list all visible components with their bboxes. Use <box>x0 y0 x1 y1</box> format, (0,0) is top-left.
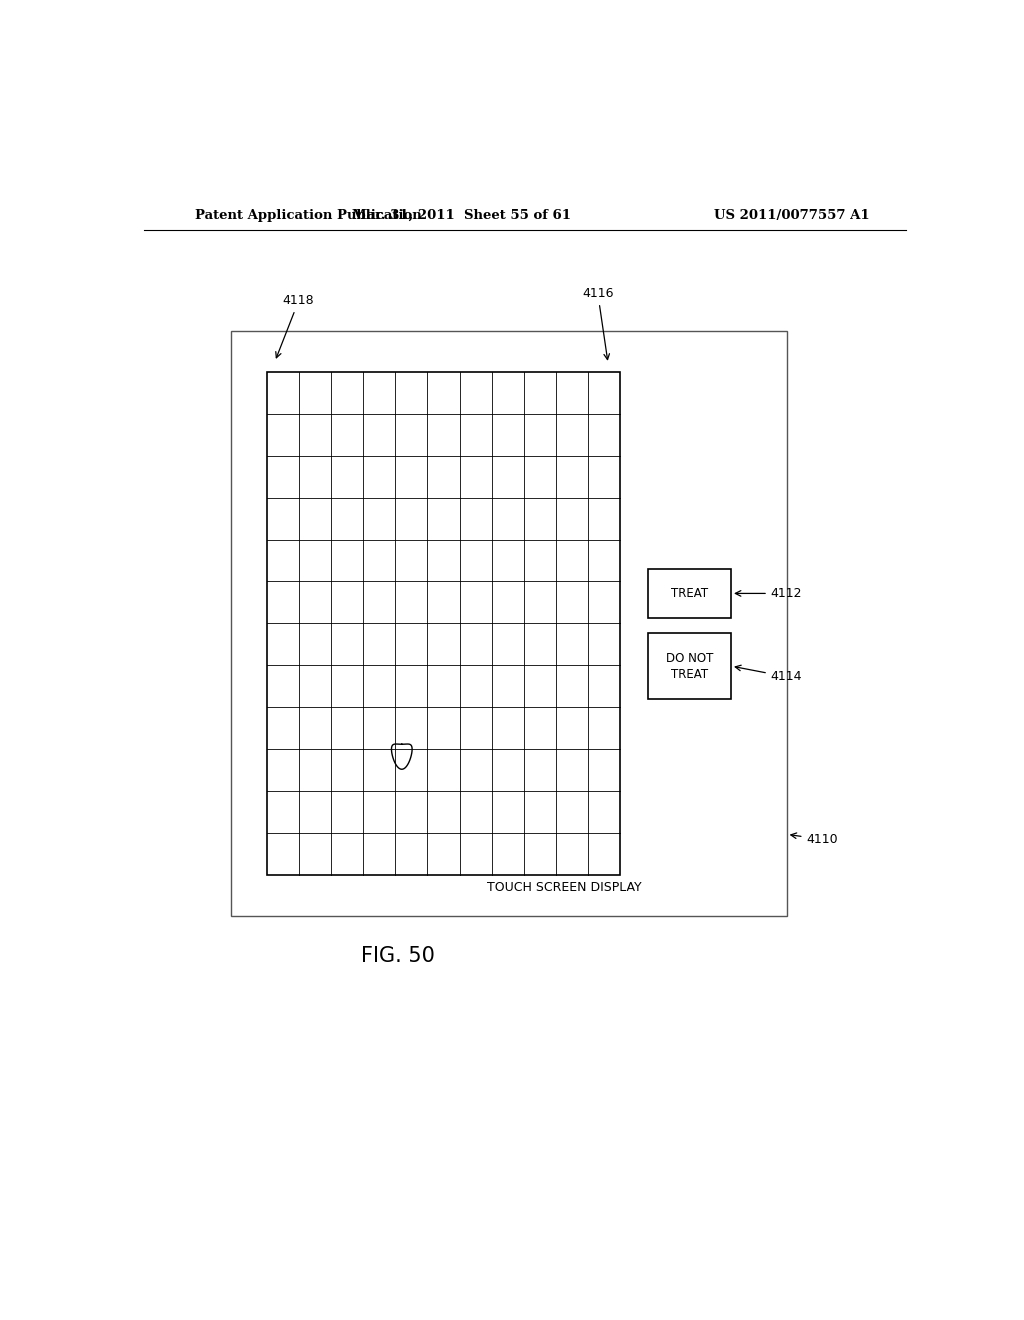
Text: 4118: 4118 <box>275 294 314 358</box>
Text: TOUCH SCREEN DISPLAY: TOUCH SCREEN DISPLAY <box>487 880 642 894</box>
Text: Patent Application Publication: Patent Application Publication <box>196 209 422 222</box>
Bar <box>231 331 786 916</box>
Bar <box>648 569 731 618</box>
Text: 4116: 4116 <box>582 286 613 359</box>
Text: 4114: 4114 <box>735 665 803 684</box>
Text: Mar. 31, 2011  Sheet 55 of 61: Mar. 31, 2011 Sheet 55 of 61 <box>352 209 570 222</box>
Text: DO NOT
TREAT: DO NOT TREAT <box>666 652 713 681</box>
Text: TREAT: TREAT <box>671 587 708 599</box>
Text: US 2011/0077557 A1: US 2011/0077557 A1 <box>715 209 870 222</box>
Text: 4112: 4112 <box>735 587 803 599</box>
Bar <box>267 372 621 875</box>
Text: FIG. 50: FIG. 50 <box>360 946 435 966</box>
Bar <box>648 634 731 700</box>
Text: 4110: 4110 <box>791 833 839 846</box>
